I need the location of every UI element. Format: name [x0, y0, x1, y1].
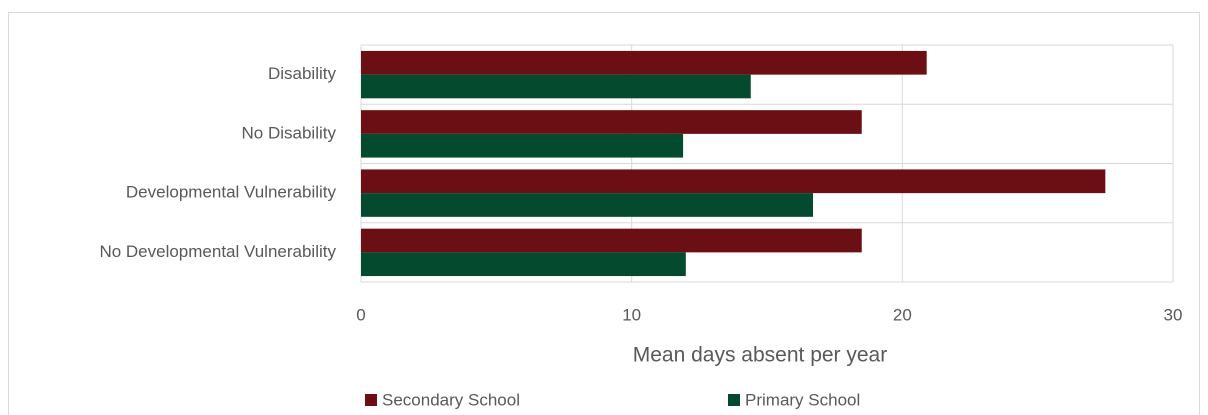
y-tick-label: Disability: [268, 64, 337, 83]
bar: [361, 228, 862, 253]
legend-label: Secondary School: [382, 390, 520, 409]
x-tick-label: 20: [893, 305, 912, 324]
bar: [361, 74, 751, 99]
y-tick-label: Developmental Vulnerability: [126, 183, 337, 202]
bar: [361, 193, 814, 217]
x-tick-label: 30: [1164, 305, 1183, 324]
chart-frame: [8, 12, 1200, 415]
bar: [361, 169, 1106, 194]
legend-swatch: [728, 394, 740, 406]
legend-swatch: [365, 394, 377, 406]
y-tick-label: No Disability: [242, 123, 337, 142]
x-axis-title: Mean days absent per year: [633, 344, 887, 367]
x-tick-label: 0: [356, 305, 365, 324]
y-tick-label: No Developmental Vulnerability: [99, 242, 336, 261]
bar: [361, 133, 684, 158]
bar: [361, 252, 686, 277]
legend-label: Primary School: [745, 390, 860, 409]
bar: [361, 110, 862, 134]
x-tick-label: 10: [622, 305, 641, 324]
bar: [361, 50, 927, 75]
